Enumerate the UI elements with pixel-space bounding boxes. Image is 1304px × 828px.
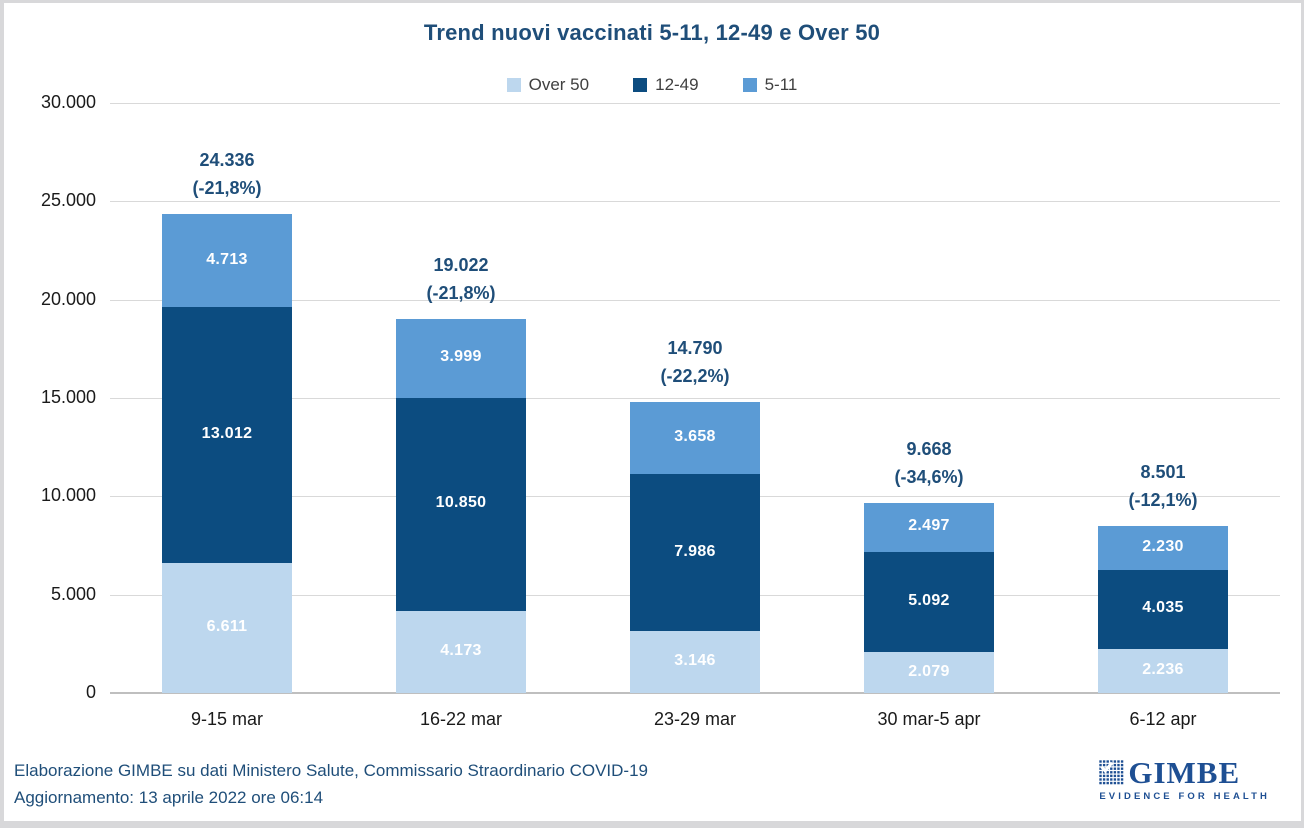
x-axis-category-label: 6-12 apr <box>1129 709 1197 729</box>
x-axis-category-label: 30 mar-5 apr <box>877 709 981 729</box>
bar-segment-12-49 <box>162 307 292 563</box>
footer-update-line: Aggiornamento: 13 aprile 2022 ore 06:14 <box>14 788 324 807</box>
bar-segment-5-11 <box>396 318 526 398</box>
segment-value-label: 2.079 <box>908 662 950 680</box>
legend-label: Over 50 <box>528 75 590 94</box>
bar-segment-over-50 <box>630 631 760 693</box>
y-axis-tick-label: 15.000 <box>40 387 96 407</box>
segment-value-label: 6.611 <box>206 617 248 635</box>
bar-segment-5-11 <box>864 502 994 552</box>
gimbe-logo: GIMBE EVIDENCE FOR HEALTH <box>1099 757 1270 802</box>
segment-value-label: 3.658 <box>674 428 716 446</box>
bar-total-label: 24.336 (-21,8%) <box>192 150 262 199</box>
legend-swatch <box>742 78 757 92</box>
gridline <box>110 299 1280 301</box>
segment-value-label: 7.986 <box>674 542 716 560</box>
segment-value-label: 2.497 <box>908 517 950 535</box>
gridline <box>110 201 1280 203</box>
legend-swatch <box>633 78 648 92</box>
bar-segment-12-49 <box>1098 569 1228 649</box>
bar-segment-12-49 <box>630 474 760 632</box>
bar-segment-5-11 <box>630 402 760 475</box>
bar-segment-over-50 <box>864 652 994 693</box>
bar-segment-over-50 <box>162 562 292 693</box>
bar-segment-over-50 <box>396 610 526 693</box>
bar-segment-5-11 <box>1098 525 1228 570</box>
segment-value-label: 2.236 <box>1142 661 1184 678</box>
segment-value-label: 13.012 <box>201 425 253 443</box>
gimbe-logo-tagline: EVIDENCE FOR HEALTH <box>1099 791 1270 802</box>
bar-total-label: 9.668 (-34,6%) <box>894 438 964 487</box>
segment-value-label: 3.146 <box>674 652 716 670</box>
legend-label: 5-11 <box>764 75 798 94</box>
segment-value-label: 4.173 <box>440 641 482 659</box>
legend-item-5-11: 5-11 <box>742 75 798 95</box>
footer-source-note: Elaborazione GIMBE su dati Ministero Sal… <box>14 757 648 811</box>
chart-title: Trend nuovi vaccinati 5-11, 12-49 e Over… <box>423 20 881 45</box>
y-axis-tick-label: 10.000 <box>40 485 96 506</box>
plot-area: 30.000 25.000 20.000 15.000 10.000 5.000 0 6.61… <box>41 92 1280 729</box>
y-axis-tick-label: 30.000 <box>40 92 96 112</box>
x-axis-line <box>110 692 1280 694</box>
bar-segment-5-11 <box>162 214 292 308</box>
bar-total-label: 14.790 (-22,2%) <box>660 338 730 387</box>
y-axis-tick-label: 0 <box>85 682 96 702</box>
bar-segment-12-49 <box>864 551 994 653</box>
gimbe-logo-wordmark: GIMBE <box>1128 755 1241 790</box>
gridline <box>110 398 1280 399</box>
y-axis-tick-label: 25.000 <box>40 190 96 211</box>
legend-swatch <box>506 78 521 92</box>
bar-segment-12-49 <box>396 397 526 611</box>
segment-value-label: 4.713 <box>206 250 248 268</box>
y-axis-tick-label: 20.000 <box>40 288 96 309</box>
legend-item-12-49: 12-49 <box>633 75 699 95</box>
gimbe-dots-checkmark-icon <box>1099 760 1124 785</box>
x-axis-category-label: 16-22 mar <box>419 709 503 729</box>
y-axis-tick-label: 5.000 <box>50 583 96 604</box>
x-axis-category-label: 23-29 mar <box>653 709 737 729</box>
segment-value-label: 2.230 <box>1142 537 1184 555</box>
segment-value-label: 4.035 <box>1142 599 1184 617</box>
legend-item-over-50: Over 50 <box>506 75 590 95</box>
bar-total-label: 19.022 (-21,8%) <box>426 254 496 303</box>
x-axis-category-label: 9-15 mar <box>190 709 264 729</box>
legend-label: 12-49 <box>655 75 699 94</box>
footer-source-line: Elaborazione GIMBE su dati Ministero Sal… <box>14 761 648 780</box>
bar-total-label: 8.501 (-12,1%) <box>1128 461 1198 510</box>
segment-value-label: 10.850 <box>435 494 487 512</box>
segment-value-label: 3.999 <box>440 348 482 366</box>
segment-value-label: 5.092 <box>908 592 950 610</box>
chart-legend: Over 50 12-49 5-11 <box>0 75 1304 95</box>
bar-segment-over-50 <box>1098 649 1228 693</box>
gridline <box>110 103 1280 104</box>
